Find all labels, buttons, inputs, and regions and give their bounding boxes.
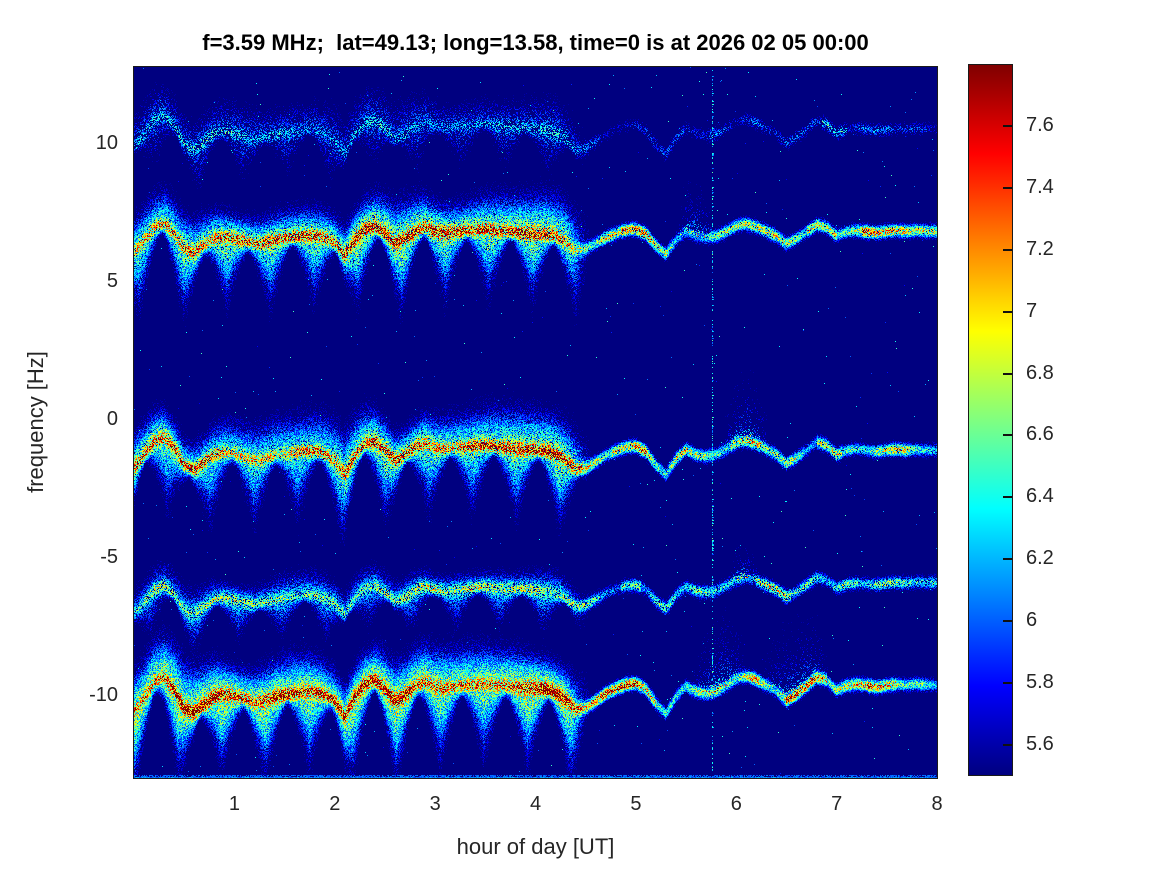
colorbar-tick-label: 7 [1026, 299, 1038, 322]
colorbar-tick-label: 6 [1026, 609, 1038, 632]
colorbar-tick-label: 6.2 [1026, 547, 1054, 570]
colorbar-tick-mark [1003, 682, 1012, 685]
colorbar-tick-mark [1003, 372, 1012, 375]
x-tick-label: 8 [931, 793, 943, 815]
spectrogram-canvas [133, 66, 938, 779]
colorbar-tick-mark [1003, 558, 1012, 561]
colorbar-tick-label: 7.4 [1026, 175, 1054, 198]
colorbar-tick-label: 6.4 [1026, 485, 1054, 508]
colorbar-tick-label: 5.8 [1026, 671, 1054, 694]
x-tick-label: 1 [228, 793, 240, 815]
colorbar-tick-mark [1003, 248, 1012, 251]
colorbar-tick-mark [1003, 310, 1012, 313]
colorbar-tick-mark [1003, 496, 1012, 499]
y-tick-label: 5 [106, 270, 118, 293]
colorbar-tick-label: 7.6 [1026, 113, 1054, 136]
colorbar-tick-label: 5.6 [1026, 733, 1054, 756]
x-tick-label: 7 [831, 793, 843, 815]
x-tick-label: 2 [329, 793, 341, 815]
colorbar-tick-label: 6.8 [1026, 361, 1054, 384]
y-tick-label: 0 [106, 408, 118, 431]
y-tick-label: -10 [89, 684, 118, 707]
colorbar-tick-mark [1003, 744, 1012, 747]
colorbar-tick-label: 6.6 [1026, 423, 1054, 446]
colorbar-tick-mark [1003, 186, 1012, 189]
colorbar-tick-label: 7.2 [1026, 237, 1054, 260]
x-tick-label: 6 [730, 793, 742, 815]
y-tick-label: 10 [95, 132, 118, 155]
colorbar [968, 64, 1013, 776]
y-axis-label: frequency [Hz] [23, 351, 48, 493]
x-tick-label: 3 [429, 793, 441, 815]
colorbar-tick-mark [1003, 124, 1012, 127]
chart-title: f=3.59 MHz; lat=49.13; long=13.58, time=… [202, 30, 869, 55]
x-tick-label: 4 [529, 793, 542, 815]
colorbar-tick-mark [1003, 620, 1012, 623]
colorbar-tick-mark [1003, 434, 1012, 437]
y-tick-label: -5 [100, 546, 118, 569]
x-tick-label: 5 [630, 793, 642, 815]
x-axis-label: hour of day [UT] [456, 834, 615, 859]
